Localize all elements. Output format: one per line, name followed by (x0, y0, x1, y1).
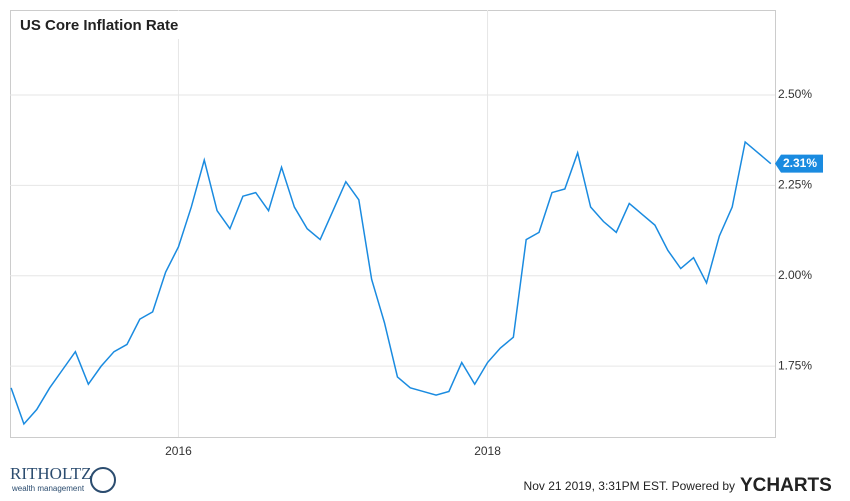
series (10, 140, 772, 426)
logo-ritholtz: RITHOLTZ (10, 464, 92, 483)
y-tick-label: 1.75% (778, 358, 812, 372)
footer-brand: YCHARTS (740, 475, 832, 496)
grid (10, 10, 775, 437)
x-tick-label: 2018 (474, 444, 501, 458)
y-tick-label: 2.50% (778, 87, 812, 101)
y-tick-label: 2.00% (778, 268, 812, 282)
footer-timestamp: Nov 21 2019, 3:31PM EST. Powered by (524, 479, 735, 493)
chart-title: US Core Inflation Rate (20, 17, 178, 34)
x-tick-label: 2016 (165, 444, 192, 458)
logo-icon (90, 467, 116, 493)
logo-ritholtz-sub: wealth management (11, 484, 85, 493)
series-line (10, 140, 772, 426)
y-tick-label: 2.25% (778, 178, 812, 192)
title-box (11, 11, 187, 39)
value-label-box (775, 154, 823, 173)
plot-area (10, 10, 776, 438)
value-label: 2.31% (783, 156, 817, 170)
